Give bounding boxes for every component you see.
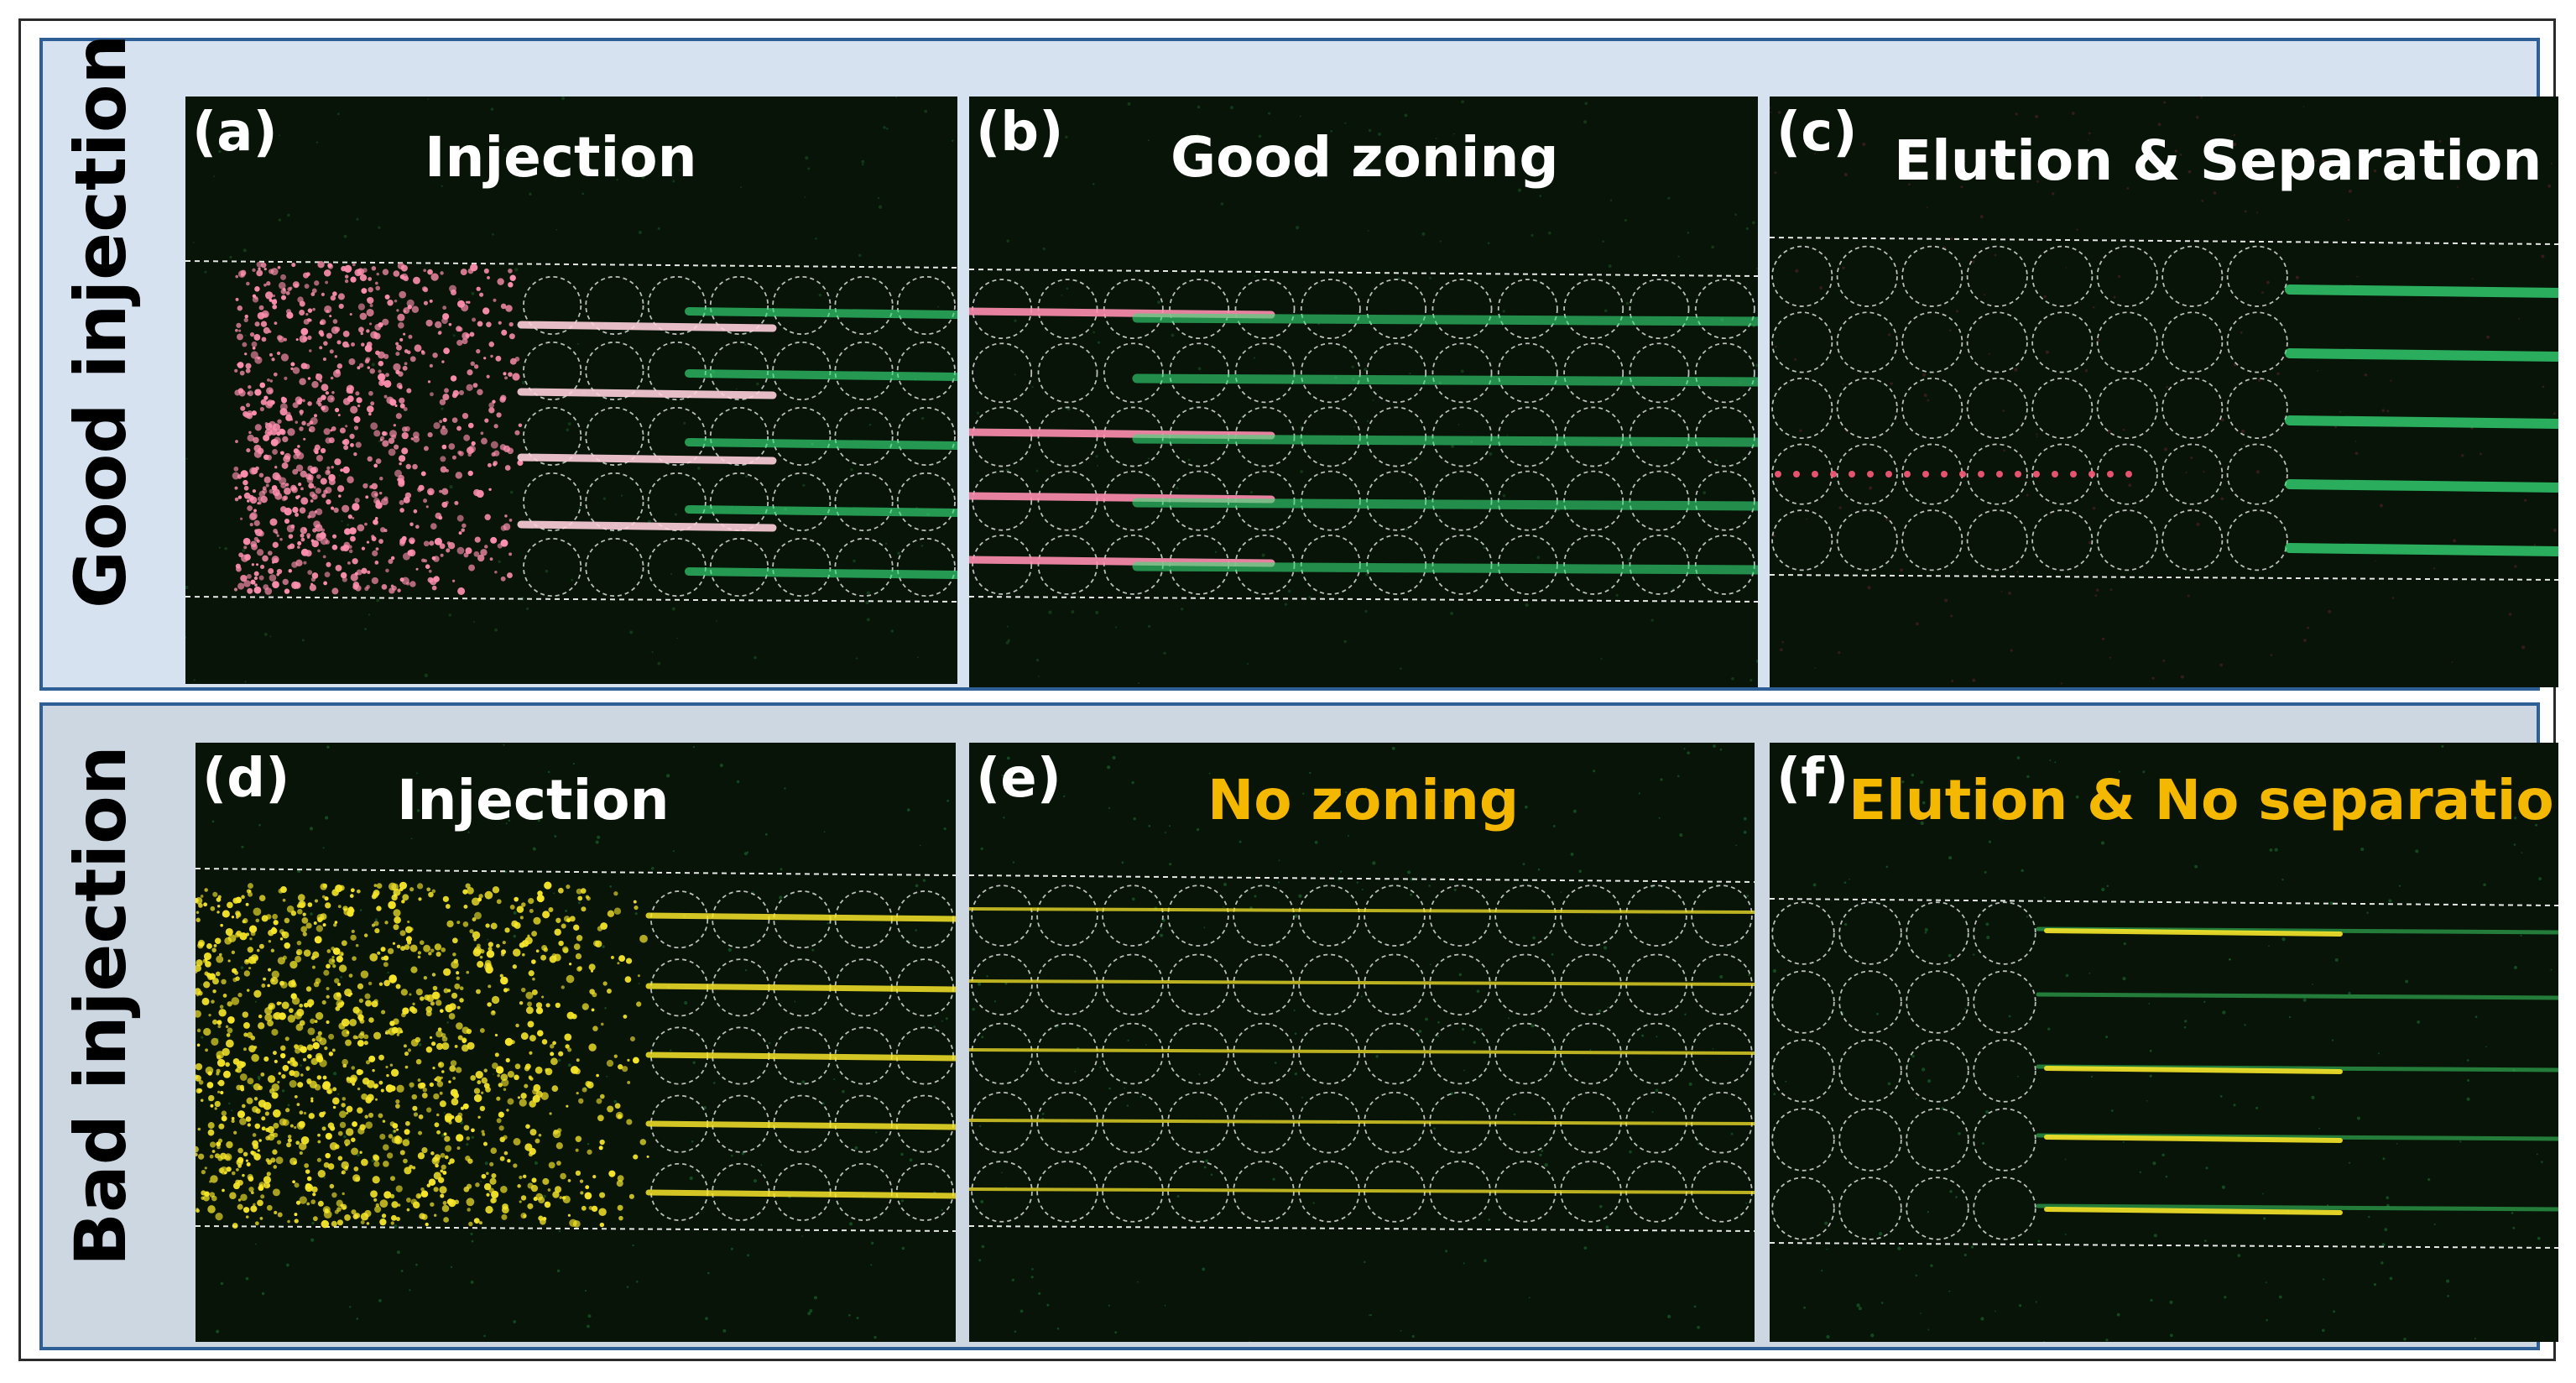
panel-title-d: Injection [397, 768, 670, 832]
micrograph-e [969, 744, 1755, 1342]
panel-letter-e: (e) [976, 748, 1061, 810]
micrograph-b [969, 100, 1758, 684]
panel-d: (d) Injection [196, 743, 956, 1342]
micrograph-c [1770, 97, 2558, 685]
panel-letter-b: (b) [976, 102, 1064, 164]
micrograph-a [185, 97, 957, 683]
panel-letter-c: (c) [1776, 102, 1858, 164]
panel-title-e: No zoning [1207, 768, 1520, 832]
panel-a: (a) Injection [185, 97, 957, 684]
panel-b: (b) Good zoning [969, 97, 1758, 687]
panel-title-c: Elution & Separation [1894, 128, 2542, 193]
group-label-good: Good injection [60, 34, 142, 608]
micrograph-f [1770, 744, 2558, 1342]
group-bad-injection: Bad injection (d) Injection (e) No zonin… [39, 702, 2558, 1350]
panel-letter-d: (d) [202, 748, 290, 810]
panel-e: (e) No zoning [969, 743, 1755, 1342]
panel-title-b: Good zoning [1171, 125, 1559, 190]
panel-f: (f) Elution & No separation [1770, 743, 2558, 1342]
panel-title-a: Injection [425, 125, 697, 190]
figure-frame: Good injection (a) Injection (b) Good zo… [18, 18, 2558, 1361]
group-label-bad: Bad injection [60, 745, 142, 1266]
micrograph-d [196, 744, 956, 1339]
panel-letter-f: (f) [1776, 748, 1849, 810]
group-good-injection: Good injection (a) Injection (b) Good zo… [39, 34, 2558, 691]
panel-title-f: Elution & No separation [1849, 768, 2558, 832]
panel-letter-a: (a) [192, 102, 278, 164]
panel-c: (c) Elution & Separation [1770, 97, 2558, 687]
